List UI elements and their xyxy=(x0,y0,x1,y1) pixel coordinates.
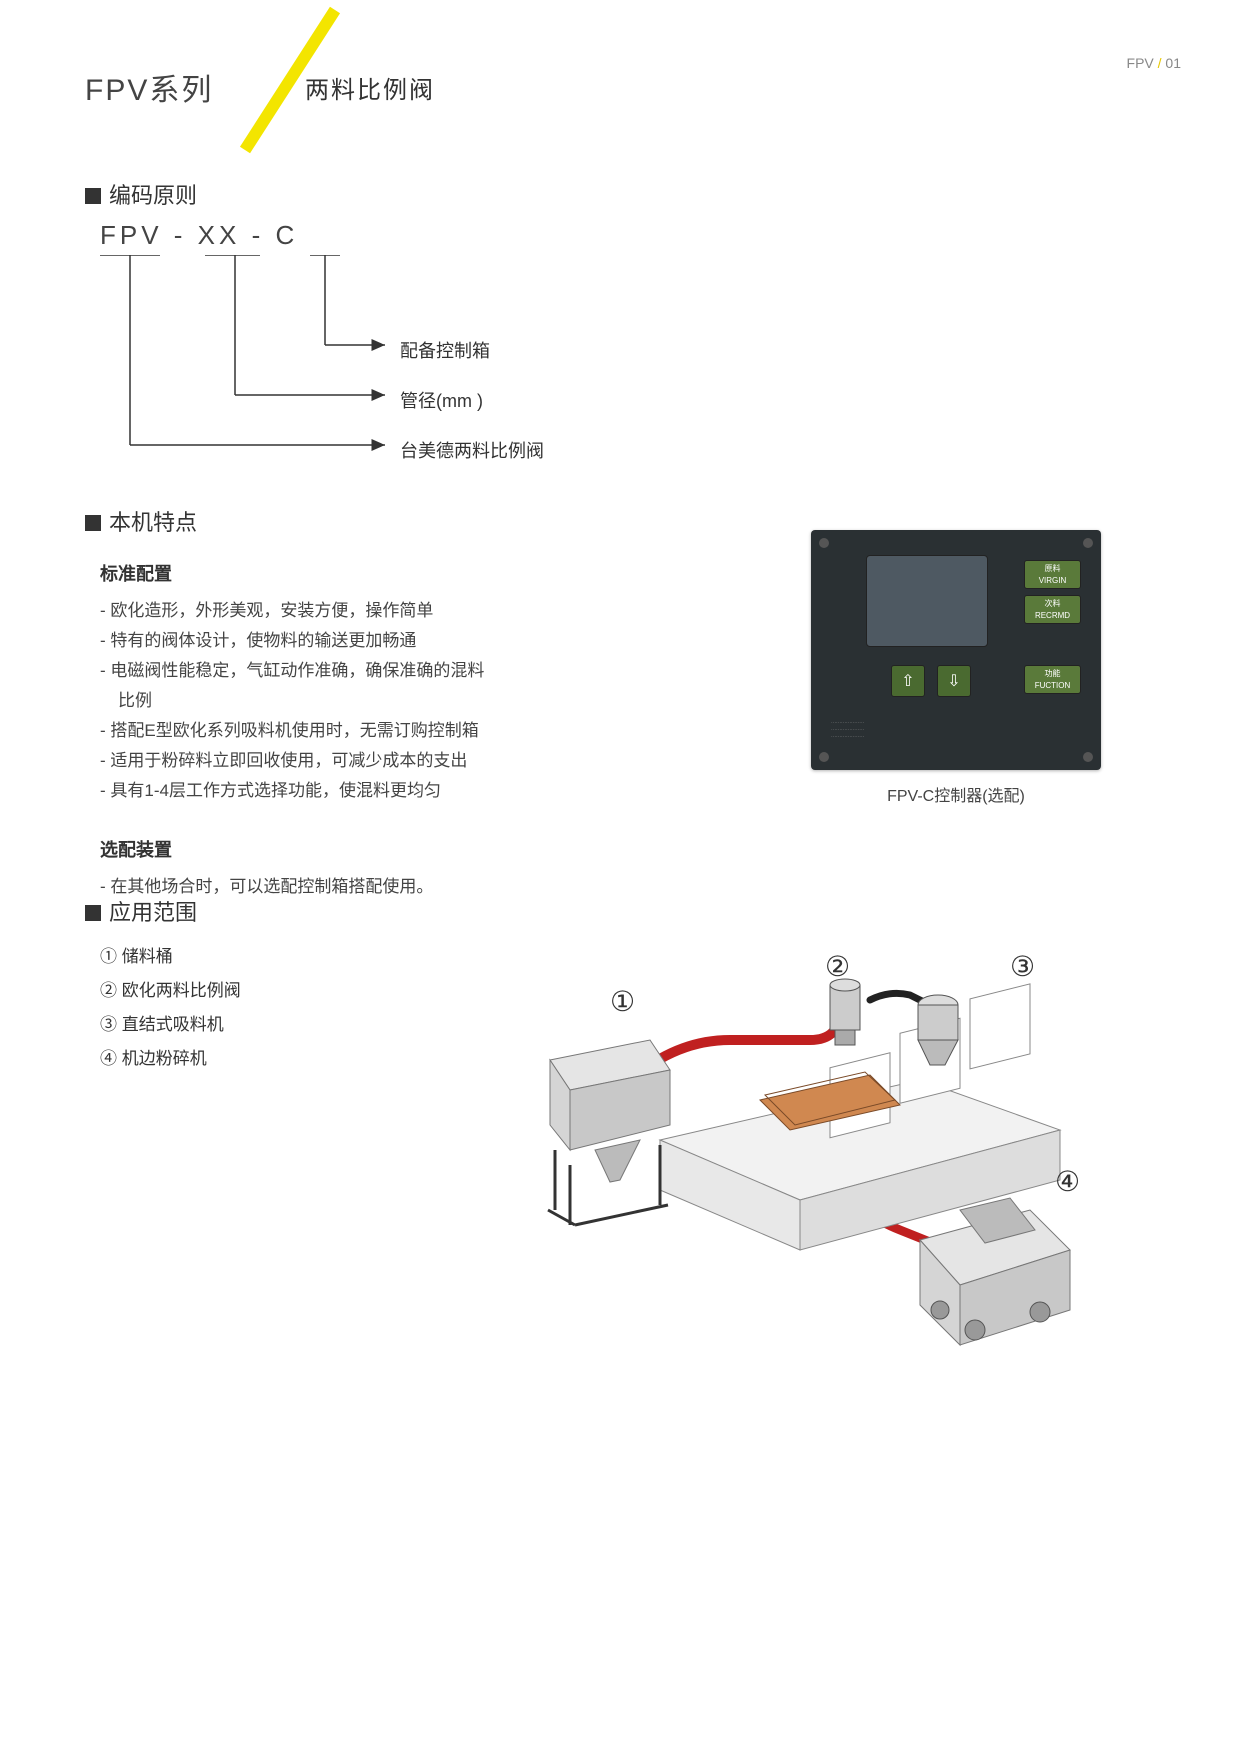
screw-icon xyxy=(819,752,829,762)
controller-panel: 原料VIRGIN 次料RECRMD 功能FUCTION ⇧ ⇩ ········… xyxy=(811,530,1101,770)
controller-screen xyxy=(866,555,988,647)
page-header: FPV系列 两料比例阀 xyxy=(85,30,485,110)
controller-fineprint: ········································… xyxy=(831,720,991,750)
feature-item: - 适用于粉碎料立即回收使用，可减少成本的支出 xyxy=(100,746,520,776)
screw-icon xyxy=(1083,752,1093,762)
coding-lines xyxy=(100,255,420,465)
coding-diagram: FPV - XX - C 配备控制箱 管径(mm ) 台美德两料比例阀 xyxy=(100,220,600,480)
section-features-title: 本机特点 xyxy=(85,505,197,537)
standard-subtitle: 标准配置 xyxy=(100,560,520,586)
application-diagram: ① ② ③ ④ xyxy=(500,950,1100,1380)
controller-arrow-up: ⇧ xyxy=(891,665,925,697)
coding-label-xx: 管径(mm ) xyxy=(400,387,483,413)
app-item: ① 储料桶 xyxy=(100,940,400,974)
app-item: ④ 机边粉碎机 xyxy=(100,1042,400,1076)
application-list: ① 储料桶 ② 欧化两料比例阀 ③ 直结式吸料机 ④ 机边粉碎机 xyxy=(100,940,400,1076)
coding-label-c: 配备控制箱 xyxy=(400,337,490,363)
app-item: ② 欧化两料比例阀 xyxy=(100,974,400,1008)
feature-item: - 电磁阀性能稳定，气缸动作准确，确保准确的混料 xyxy=(100,656,520,686)
feature-item: - 搭配E型欧化系列吸料机使用时，无需订购控制箱 xyxy=(100,716,520,746)
controller-arrow-down: ⇩ xyxy=(937,665,971,697)
callout-3: ③ xyxy=(1010,950,1035,983)
controller-btn-recrmd: 次料RECRMD xyxy=(1024,595,1081,624)
machine-layout xyxy=(500,950,1100,1380)
callout-2: ② xyxy=(825,950,850,983)
callout-4: ④ xyxy=(1055,1165,1080,1198)
section-application-title: 应用范围 xyxy=(85,895,197,927)
coding-label-fpv: 台美德两料比例阀 xyxy=(400,437,544,463)
screw-icon xyxy=(1083,538,1093,548)
controller-figure: 原料VIRGIN 次料RECRMD 功能FUCTION ⇧ ⇩ ········… xyxy=(811,530,1101,806)
section-coding-title: 编码原则 xyxy=(85,178,197,210)
controller-caption: FPV-C控制器(选配) xyxy=(811,782,1101,806)
page-number: FPV / 01 xyxy=(1127,55,1181,71)
app-item: ③ 直结式吸料机 xyxy=(100,1008,400,1042)
feature-item: - 具有1-4层工作方式选择功能，使混料更均匀 xyxy=(100,776,520,806)
controller-btn-virgin: 原料VIRGIN xyxy=(1024,560,1081,589)
feature-item: - 欧化造形，外形美观，安装方便，操作简单 xyxy=(100,596,520,626)
series-title: FPV系列 xyxy=(85,65,213,109)
feature-item: 比例 xyxy=(100,686,520,716)
series-subtitle: 两料比例阀 xyxy=(305,70,435,105)
controller-arrow-group: ⇧ ⇩ xyxy=(891,665,971,697)
controller-btn-function: 功能FUCTION xyxy=(1024,665,1081,694)
feature-item: - 特有的阀体设计，使物料的输送更加畅通 xyxy=(100,626,520,656)
screw-icon xyxy=(819,538,829,548)
code-string: FPV - XX - C xyxy=(100,220,298,251)
option-subtitle: 选配装置 xyxy=(100,836,520,862)
features-block: 标准配置 - 欧化造形，外形美观，安装方便，操作简单 - 特有的阀体设计，使物料… xyxy=(100,560,520,902)
callout-1: ① xyxy=(610,985,635,1018)
